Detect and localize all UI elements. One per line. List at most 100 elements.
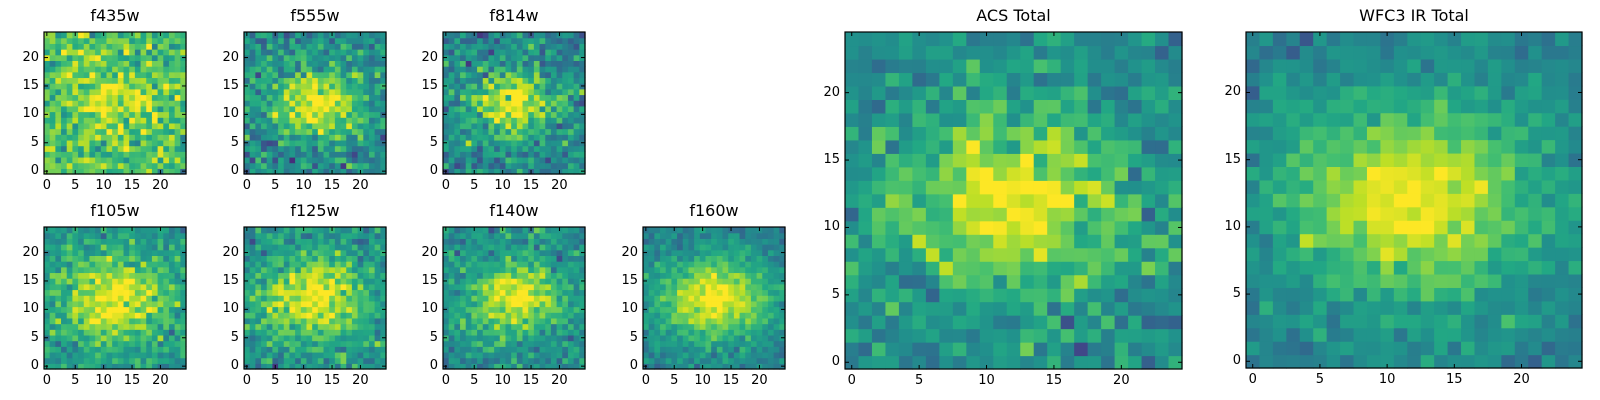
- pixel-cell: [306, 117, 313, 124]
- pixel-cell: [100, 71, 108, 79]
- pixel-cell: [340, 151, 347, 158]
- pixel-cell: [55, 346, 62, 353]
- pixel-cell: [334, 283, 342, 291]
- pixel-cell: [174, 346, 181, 353]
- pixel-cell: [654, 340, 661, 347]
- pixel-cell: [573, 32, 580, 39]
- pixel-cell: [488, 244, 495, 251]
- pixel-cell: [61, 261, 68, 268]
- pixel-cell: [295, 100, 302, 107]
- pixel-cell: [733, 232, 741, 239]
- pixel-cell: [522, 323, 529, 330]
- pixel-cell: [244, 117, 251, 124]
- pixel-cell: [556, 43, 563, 50]
- pixel-cell: [494, 363, 501, 370]
- pixel-cell: [939, 355, 954, 370]
- pixel-cell: [465, 43, 472, 50]
- pixel-cell: [482, 255, 490, 262]
- pixel-cell: [660, 317, 667, 325]
- pixel-cell: [49, 244, 56, 251]
- pixel-cell: [249, 340, 256, 347]
- pixel-cell: [363, 232, 370, 239]
- pixel-cell: [665, 232, 672, 239]
- pixel-cell: [357, 346, 364, 353]
- pixel-cell: [522, 261, 529, 268]
- pixel-cell: [550, 128, 558, 135]
- pixel-cell: [448, 37, 455, 44]
- pixel-cell: [779, 295, 786, 302]
- pixel-cell: [89, 100, 96, 107]
- pixel-cell: [516, 351, 524, 359]
- pixel-cell: [249, 323, 256, 330]
- pixel-cell: [363, 357, 370, 364]
- pixel-cell: [465, 49, 472, 56]
- pixel-cell: [255, 340, 262, 347]
- pixel-cell: [78, 100, 85, 107]
- pixel-cell: [163, 54, 170, 61]
- pixel-cell: [648, 295, 655, 302]
- pixel-cell: [180, 346, 187, 353]
- pixel-cell: [140, 105, 147, 113]
- pixel-cell: [49, 43, 56, 50]
- pixel-cell: [966, 247, 981, 262]
- pixel-cell: [448, 162, 455, 169]
- pixel-cell: [83, 227, 91, 234]
- pixel-cell: [688, 255, 695, 262]
- pixel-cell: [140, 83, 147, 90]
- pixel-cell: [249, 111, 256, 118]
- pixel-cell: [340, 300, 347, 308]
- pixel-cell: [499, 145, 507, 152]
- pixel-cell: [482, 323, 490, 330]
- pixel-cell: [545, 295, 552, 302]
- pixel-cell: [533, 117, 541, 124]
- pixel-cell: [61, 88, 68, 96]
- pixel-cell: [898, 207, 913, 222]
- pixel-cell: [163, 363, 170, 370]
- pixel-cell: [66, 272, 73, 279]
- pixel-cell: [49, 346, 56, 353]
- pixel-cell: [168, 283, 176, 291]
- pixel-cell: [61, 283, 68, 291]
- pixel-cell: [351, 227, 359, 234]
- pixel-cell: [711, 329, 718, 336]
- pixel-cell: [174, 156, 181, 164]
- pixel-cell: [106, 66, 113, 73]
- pixel-cell: [334, 49, 342, 56]
- pixel-cell: [249, 261, 256, 268]
- pixel-cell: [779, 244, 786, 251]
- pixel-cell: [477, 306, 484, 313]
- pixel-cell: [562, 105, 569, 113]
- pixel-cell: [528, 60, 535, 67]
- pixel-cell: [688, 340, 695, 347]
- pixel-cell: [323, 312, 330, 319]
- pixel-cell: [573, 283, 580, 291]
- pixel-cell: [72, 351, 79, 359]
- pixel-cell: [374, 329, 381, 336]
- pixel-cell: [55, 162, 62, 169]
- pixel-cell: [55, 340, 62, 347]
- pixel-cell: [745, 289, 752, 296]
- pixel-cell: [168, 295, 176, 302]
- pixel-cell: [939, 193, 954, 208]
- pixel-cell: [106, 122, 113, 130]
- pixel-cell: [317, 312, 325, 319]
- pixel-cell: [1155, 261, 1170, 276]
- pixel-cell: [871, 193, 887, 208]
- pixel-cell: [952, 193, 967, 208]
- pixel-cell: [374, 249, 381, 256]
- pixel-cell: [539, 272, 546, 279]
- pixel-cell: [654, 249, 661, 256]
- pixel-cell: [374, 238, 381, 245]
- pixel-cell: [477, 32, 484, 39]
- pixel-cell: [471, 261, 478, 268]
- pixel-cell: [460, 43, 467, 50]
- pixel-cell: [151, 168, 159, 175]
- pixel-cell: [266, 128, 273, 135]
- pixel-cell: [346, 122, 353, 130]
- pixel-cell: [351, 100, 359, 107]
- pixel-cell: [368, 300, 376, 308]
- pixel-cell: [61, 122, 68, 130]
- pixel-cell: [112, 37, 119, 44]
- pixel-cell: [117, 49, 125, 56]
- pixel-cell: [163, 128, 170, 135]
